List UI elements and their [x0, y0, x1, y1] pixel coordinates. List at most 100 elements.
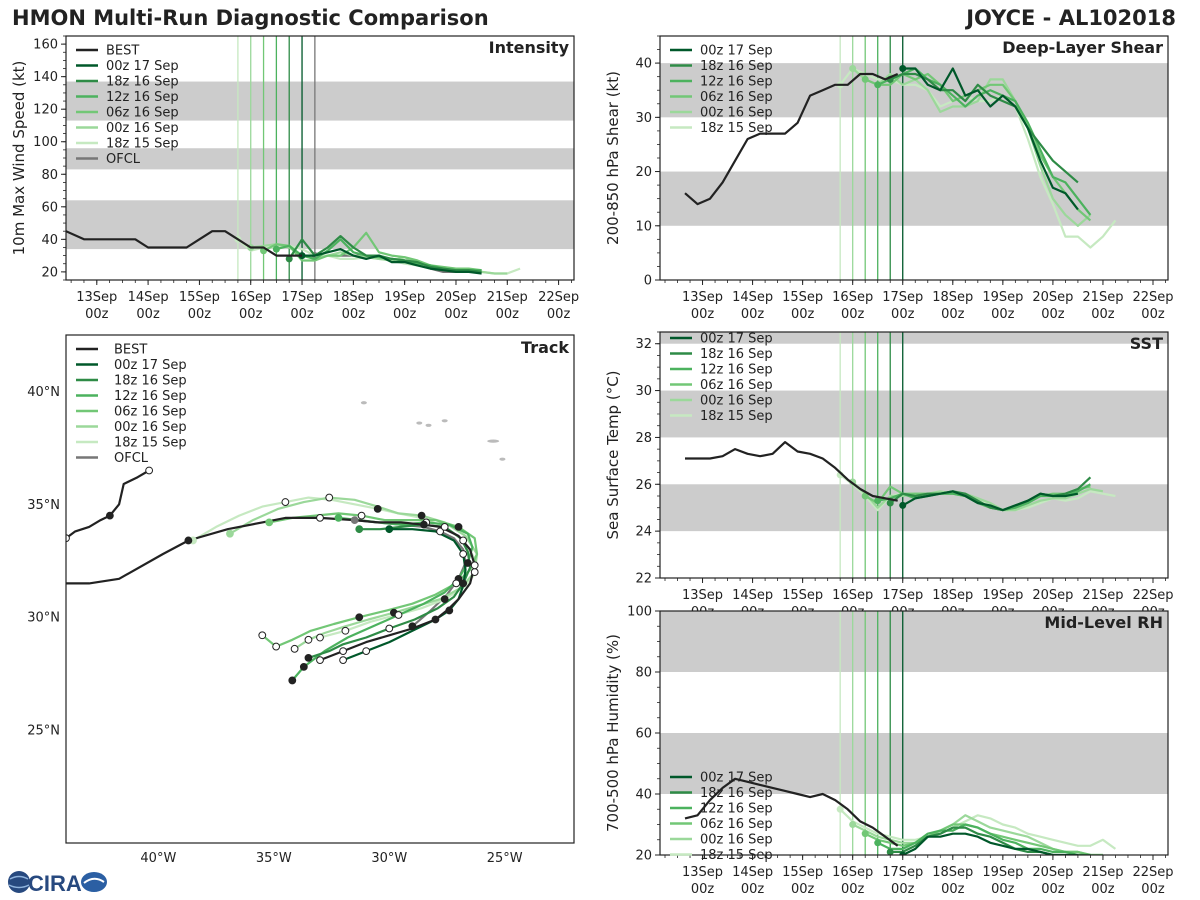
shear-xtick-label-9: 22Sep [1132, 290, 1173, 305]
track-point [445, 606, 454, 615]
shear-xtick-label-4: 17Sep [882, 290, 923, 305]
shear-band-0 [660, 171, 1168, 226]
track-point [281, 498, 290, 506]
rh-series-12z-16-sep [877, 823, 1091, 855]
intensity-ytick-label-0: 20 [41, 265, 58, 280]
rh-legend-label-5: 18z 15 Sep [700, 848, 773, 863]
track-point [373, 504, 382, 513]
intensity-xtick-sublabel-2: 00z [188, 307, 212, 322]
track-point [417, 511, 426, 520]
rh-init-marker-6 [836, 805, 844, 813]
sst-chart: 22242628303213Sep00z14Sep00z15Sep00z16Se… [604, 331, 1174, 620]
rh-init-marker-1 [899, 851, 907, 855]
track-point [304, 653, 313, 662]
rh-series-best [684, 777, 899, 847]
sst-legend-label-4: 00z 16 Sep [700, 394, 773, 409]
sst-legend-label-3: 06z 16 Sep [700, 378, 773, 393]
rh-xtick-label-6: 19Sep [982, 865, 1023, 880]
shear-xtick-label-6: 19Sep [982, 290, 1023, 305]
rh-legend-label-4: 00z 16 Sep [700, 833, 773, 848]
track-point [66, 534, 70, 543]
shear-series-best [684, 72, 899, 206]
track-point [459, 550, 468, 558]
shear-ytick-label-1: 10 [635, 219, 652, 234]
track-12z-16-sep [291, 516, 474, 682]
track-legend-label-2: 18z 16 Sep [114, 374, 187, 389]
satellite-icon [81, 872, 107, 892]
intensity-xtick-label-2: 15Sep [179, 290, 220, 305]
sst-ytick-label-1: 24 [635, 525, 652, 540]
track-best [66, 469, 150, 542]
track-legend-label-7: OFCL [114, 451, 149, 466]
shear-legend-label-0: 00z 17 Sep [700, 44, 773, 59]
shear-legend-label-3: 06z 16 Sep [700, 90, 773, 105]
intensity-ytick-label-5: 120 [33, 103, 58, 118]
rh-xtick-label-3: 16Sep [832, 865, 873, 880]
intensity-series-group [66, 230, 521, 275]
track-point [408, 622, 417, 631]
track-point [385, 624, 394, 633]
track-point [350, 516, 359, 525]
sst-ytick-label-0: 22 [635, 572, 652, 587]
sst-series-00z-17-sep [902, 490, 1079, 512]
intensity-xtick-sublabel-7: 00z [444, 307, 468, 322]
sst-ylabel: Sea Surface Temp (°C) [604, 370, 622, 539]
shear-legend-label-2: 12z 16 Sep [700, 75, 773, 90]
rh-xtick-label-9: 22Sep [1132, 865, 1173, 880]
cira-logo: CIRA [8, 871, 107, 896]
island-3 [441, 419, 448, 423]
shear-xtick-sublabel-6: 00z [991, 307, 1015, 322]
track-xtick-label-2: 30°W [371, 851, 407, 866]
intensity-xtick-sublabel-0: 00z [85, 307, 109, 322]
track-legend-label-0: BEST [114, 343, 147, 358]
shear-xtick-sublabel-8: 00z [1091, 307, 1115, 322]
shear-band-1 [660, 63, 1168, 118]
intensity-xtick-sublabel-3: 00z [239, 307, 263, 322]
shear-ytick-label-4: 40 [635, 57, 652, 72]
shear-init-marker-5 [849, 65, 857, 73]
island-4 [487, 439, 500, 443]
shear-xtick-sublabel-5: 00z [941, 307, 965, 322]
track-point [258, 631, 267, 640]
track-point [339, 656, 347, 665]
rh-band-0 [660, 733, 1168, 794]
track-point [316, 633, 324, 642]
intensity-series-best [66, 230, 302, 257]
intensity-legend-label-0: BEST [106, 44, 139, 59]
sst-init-marker-3 [874, 497, 882, 505]
storm-title: JOYCE - AL102018 [966, 6, 1176, 30]
track-frame [65, 334, 575, 844]
shear-xtick-sublabel-2: 00z [791, 307, 815, 322]
intensity-band-0 [66, 200, 574, 250]
rh-init-marker-2 [886, 848, 894, 855]
rh-legend-label-3: 06z 16 Sep [700, 817, 773, 832]
rh-series-18z-15-sep [839, 808, 1117, 850]
track-xtick-label-0: 40°W [140, 851, 176, 866]
track-point [105, 511, 114, 520]
sst-ytick-label-5: 32 [635, 337, 652, 352]
track-ytick-label-0: 25°N [27, 724, 60, 739]
rh-ylabel: 700-500 hPa Humidity (%) [604, 634, 622, 832]
track-point [341, 626, 350, 635]
intensity-xtick-sublabel-6: 00z [393, 307, 417, 322]
rh-ytick-label-2: 60 [635, 727, 652, 742]
rh-xtick-sublabel-6: 00z [991, 882, 1015, 897]
sst-xtick-label-3: 16Sep [832, 588, 873, 603]
intensity-band-1 [66, 148, 574, 170]
rh-xtick-label-0: 13Sep [682, 865, 723, 880]
intensity-ytick-label-7: 160 [33, 38, 58, 53]
intensity-legend-label-1: 00z 17 Sep [106, 59, 179, 74]
shear-ylabel: 200-850 hPa Shear (kt) [604, 71, 622, 245]
main-title: HMON Multi-Run Diagnostic Comparison [12, 6, 489, 30]
shear-series-00z-17-sep [902, 67, 1079, 211]
track-point [290, 644, 299, 653]
shear-init-marker-3 [874, 81, 882, 89]
track-point [226, 529, 234, 538]
intensity-init-marker-1 [298, 252, 306, 260]
track-point [355, 525, 364, 534]
sst-xtick-label-5: 18Sep [932, 588, 973, 603]
track-point [454, 523, 463, 531]
shear-series-group [684, 65, 1117, 249]
track-legend-label-5: 00z 16 Sep [114, 420, 187, 435]
island-5 [499, 457, 506, 461]
